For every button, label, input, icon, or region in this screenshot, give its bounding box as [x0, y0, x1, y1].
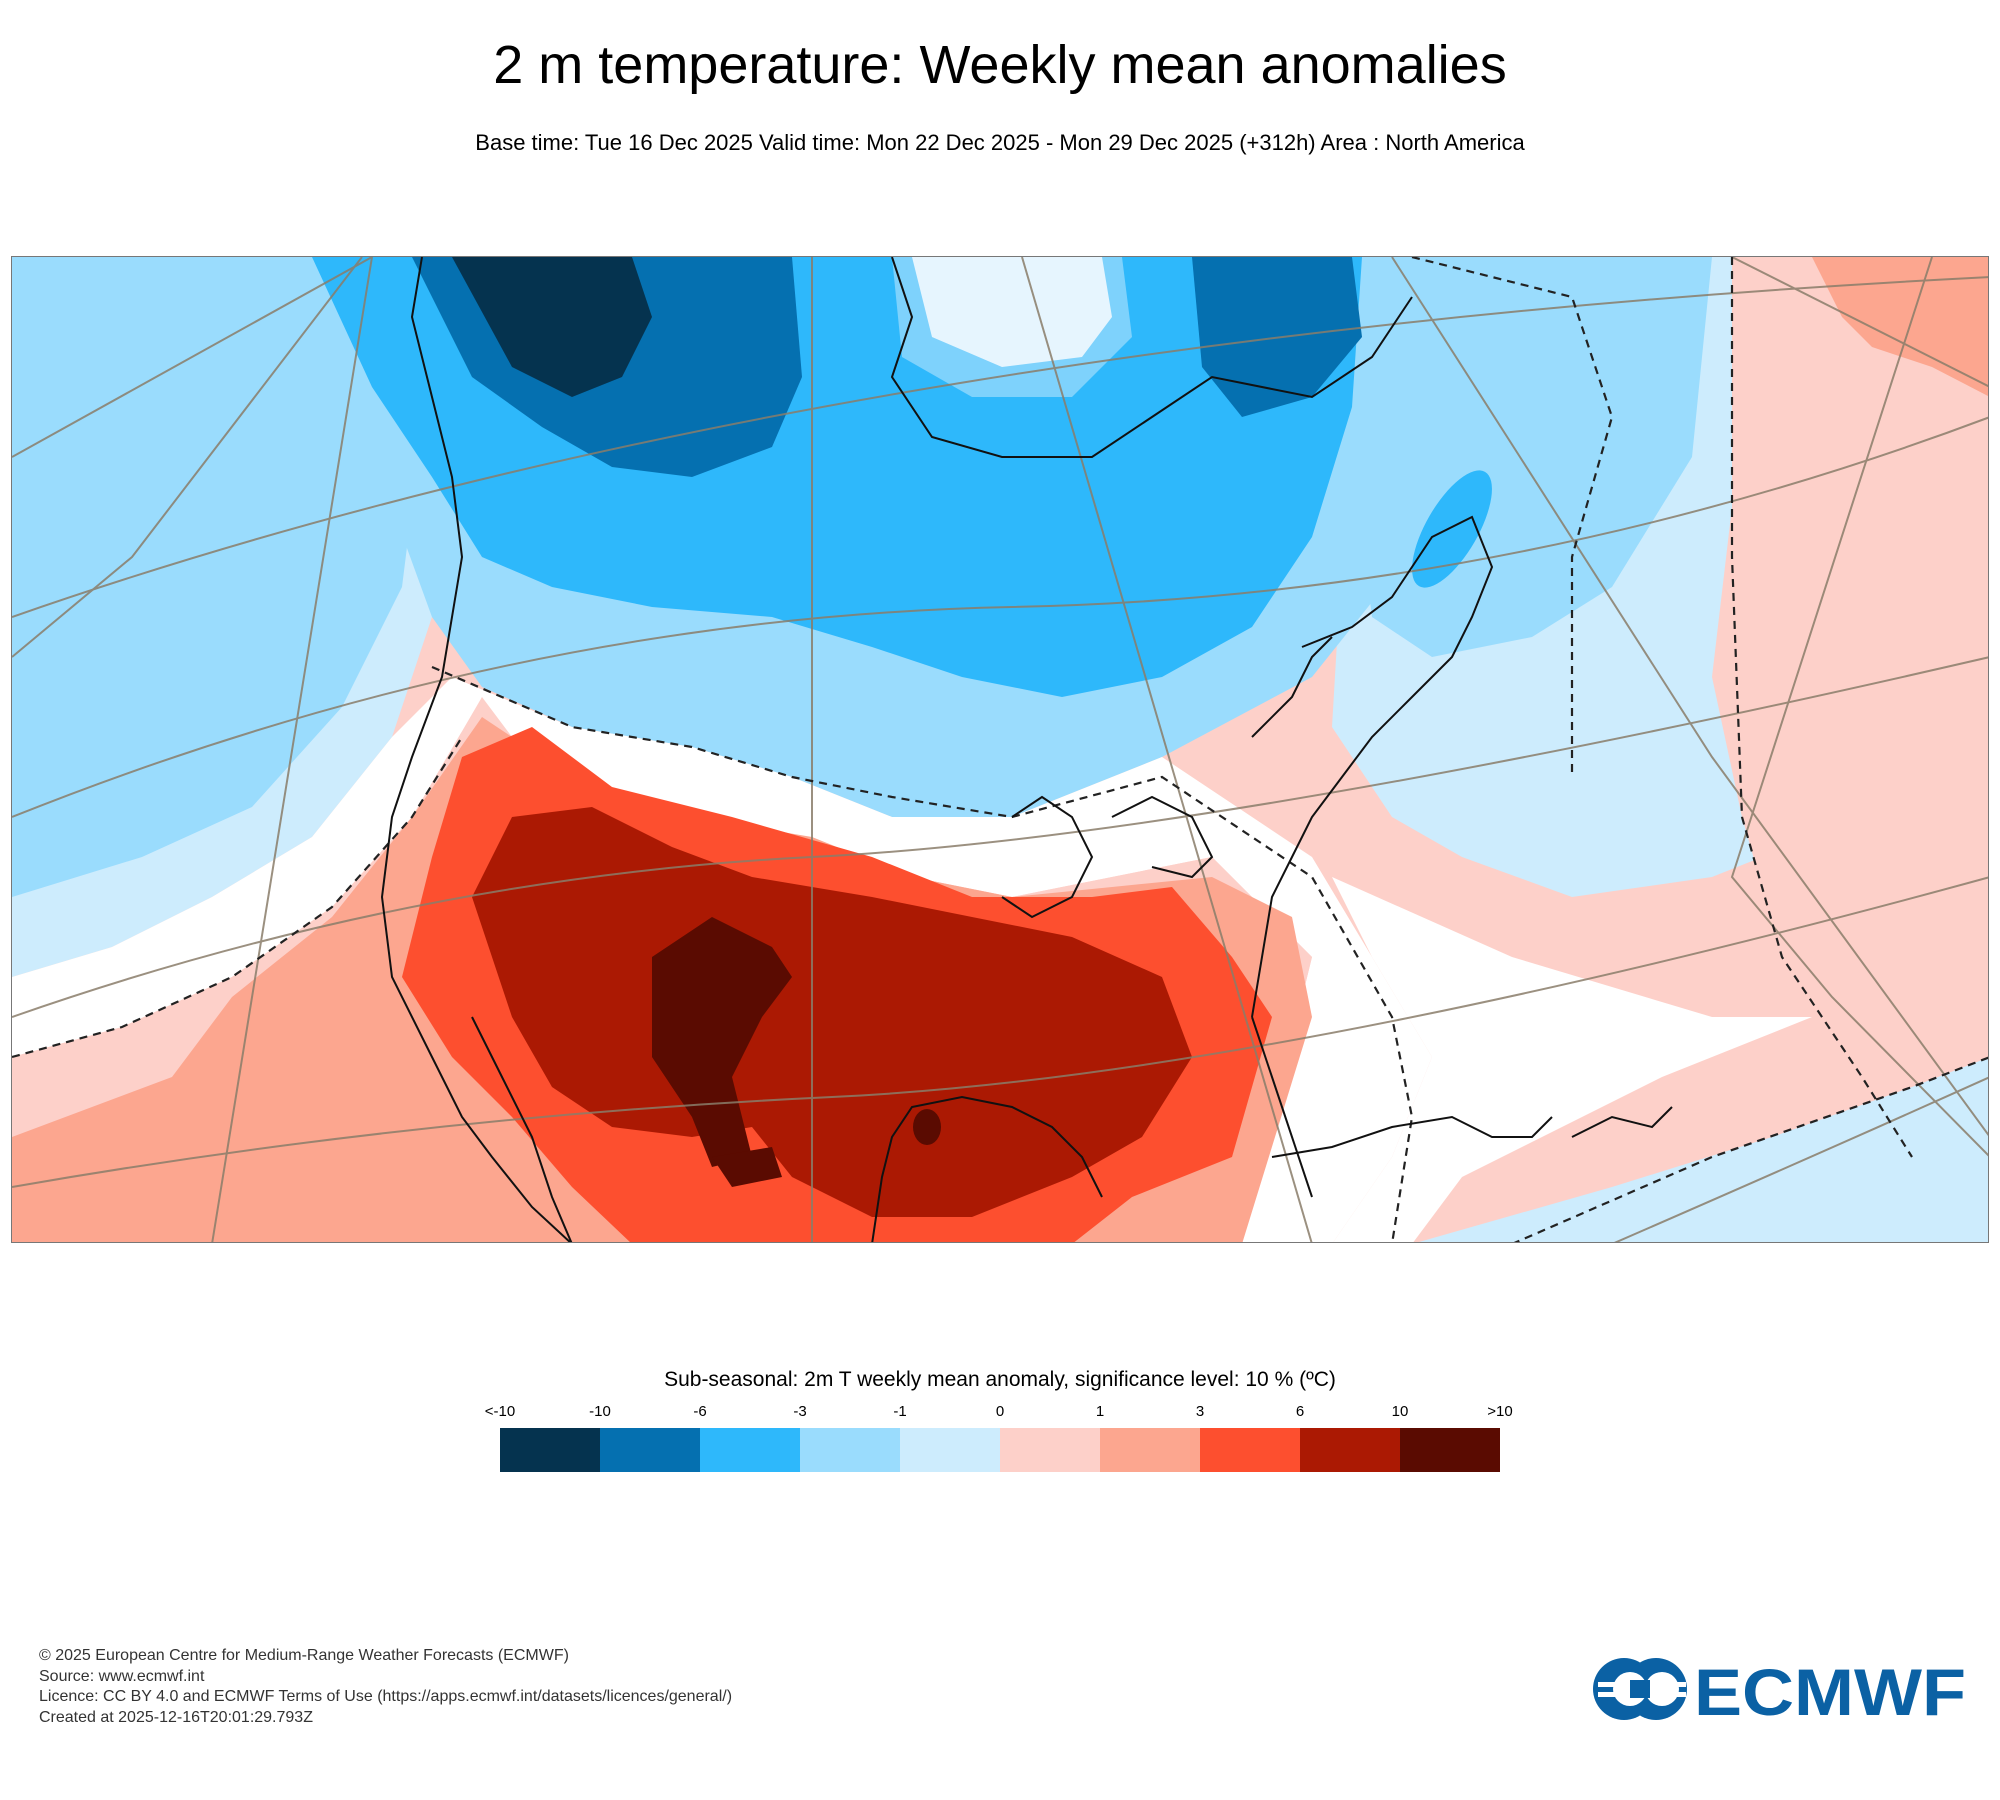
- legend-swatch-3: [700, 1428, 800, 1472]
- pacific-cold: [12, 257, 422, 897]
- legend-title: Sub-seasonal: 2m T weekly mean anomaly, …: [664, 1368, 1336, 1391]
- caribbean-slight-cold: [1419, 1057, 1988, 1242]
- legend-swatch-2: [600, 1428, 700, 1472]
- legend-label: <-10: [484, 1403, 516, 1420]
- neutral-band-east: [1332, 877, 1812, 1242]
- chart-subtitle: Base time: Tue 16 Dec 2025 Valid time: M…: [475, 130, 1525, 155]
- us-hot: [472, 807, 1192, 1217]
- footer-copyright: © 2025 European Centre for Medium-Range …: [39, 1647, 569, 1664]
- legend-swatch-7: [1100, 1428, 1200, 1472]
- ecmwf-logo-text: ECMWF: [1694, 1655, 1966, 1726]
- ecmwf-logo-mark: [1593, 1658, 1687, 1720]
- legend-label: -3: [793, 1403, 807, 1420]
- legend-label: 1: [1095, 1403, 1105, 1420]
- us-extreme-hot-spot: [913, 1109, 941, 1145]
- legend-label: >10: [1487, 1403, 1513, 1420]
- legend-colorbar: [500, 1428, 1500, 1472]
- legend-swatch-8: [1200, 1428, 1300, 1472]
- legend-label: -6: [693, 1403, 707, 1420]
- legend-swatch-5: [900, 1428, 1000, 1472]
- anomaly-map[interactable]: [11, 256, 1989, 1243]
- ne-atlantic-warmer: [1812, 257, 1988, 396]
- nw-canada-extreme-cold: [452, 257, 652, 397]
- atlantic-cold-core: [1412, 470, 1492, 588]
- footer-source: Source: www.ecmwf.int: [39, 1667, 205, 1685]
- legend-label: 6: [1295, 1403, 1305, 1420]
- footer-created: Created at 2025-12-16T20:01:29.793Z: [39, 1708, 313, 1726]
- coastlines: [380, 257, 1673, 1242]
- footer-licence: Licence: CC BY 4.0 and ECMWF Terms of Us…: [39, 1688, 733, 1705]
- hudson-slight-cold: [892, 257, 1132, 397]
- legend-label: -10: [589, 1403, 611, 1420]
- legend-swatch-9: [1300, 1428, 1400, 1472]
- legend-label: 0: [995, 1403, 1005, 1420]
- chart-title: 2 m temperature: Weekly mean anomalies: [493, 35, 1507, 95]
- footer-credits: © 2025 European Centre for Medium-Range …: [39, 1646, 732, 1728]
- ne-atlantic-warm: [1712, 257, 1988, 1237]
- us-extreme-hot-spot-2: [712, 1147, 782, 1187]
- neutral-band-west: [12, 677, 482, 1057]
- legend-swatch-10: [1400, 1428, 1500, 1472]
- legend-label: -1: [893, 1403, 907, 1420]
- ecmwf-logo[interactable]: ECMWF: [1590, 1652, 1970, 1726]
- legend-label: 10: [1391, 1403, 1409, 1420]
- legend-swatch-4: [800, 1428, 900, 1472]
- legend-swatch-6: [1000, 1428, 1100, 1472]
- legend-swatch-1: [500, 1428, 600, 1472]
- legend-label: 3: [1195, 1403, 1205, 1420]
- map-svg: [12, 257, 1988, 1242]
